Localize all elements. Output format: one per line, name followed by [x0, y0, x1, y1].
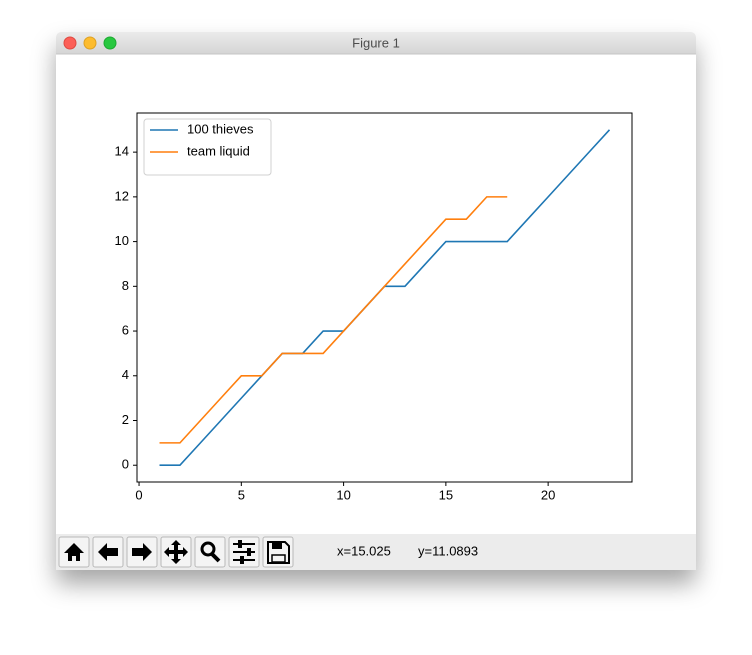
y-tick-label: 14 — [115, 144, 129, 159]
y-tick-label: 6 — [122, 322, 129, 337]
x-tick-label: 10 — [336, 487, 350, 502]
window-title: Figure 1 — [352, 35, 400, 50]
series-line — [159, 196, 508, 444]
close-button[interactable] — [63, 36, 77, 50]
title-bar — [56, 32, 696, 54]
x-tick-label: 5 — [238, 487, 245, 502]
x-coordinate: x=15.025 — [337, 543, 391, 558]
zoom-rect-button[interactable] — [194, 536, 226, 568]
forward-button[interactable] — [126, 536, 158, 568]
legend-label: team liquid — [187, 143, 250, 158]
x-tick-label: 0 — [135, 487, 142, 502]
y-tick-label: 8 — [122, 278, 129, 293]
chart: 0 5 10 15 20 0 2 4 6 8 10 12 14 100 thieves team liqui… — [115, 112, 633, 502]
save-button[interactable] — [262, 536, 294, 568]
x-tick-label: 20 — [541, 487, 555, 502]
y-tick-label: 0 — [122, 457, 129, 472]
minimize-button[interactable] — [83, 36, 97, 50]
pan-button[interactable] — [160, 536, 192, 568]
y-tick-label: 4 — [122, 367, 129, 382]
zoom-button[interactable] — [103, 36, 117, 50]
configure-button[interactable] — [228, 536, 260, 568]
y-coordinate: y=11.0893 — [418, 543, 478, 558]
plot-frame — [136, 112, 633, 483]
y-tick-label: 10 — [115, 233, 129, 248]
home-button[interactable] — [58, 536, 90, 568]
y-tick-label: 2 — [122, 412, 129, 427]
legend-box — [143, 118, 272, 176]
x-tick-label: 15 — [439, 487, 453, 502]
back-button[interactable] — [92, 536, 124, 568]
legend-label: 100 thieves — [187, 121, 254, 136]
y-tick-label: 12 — [115, 188, 129, 203]
